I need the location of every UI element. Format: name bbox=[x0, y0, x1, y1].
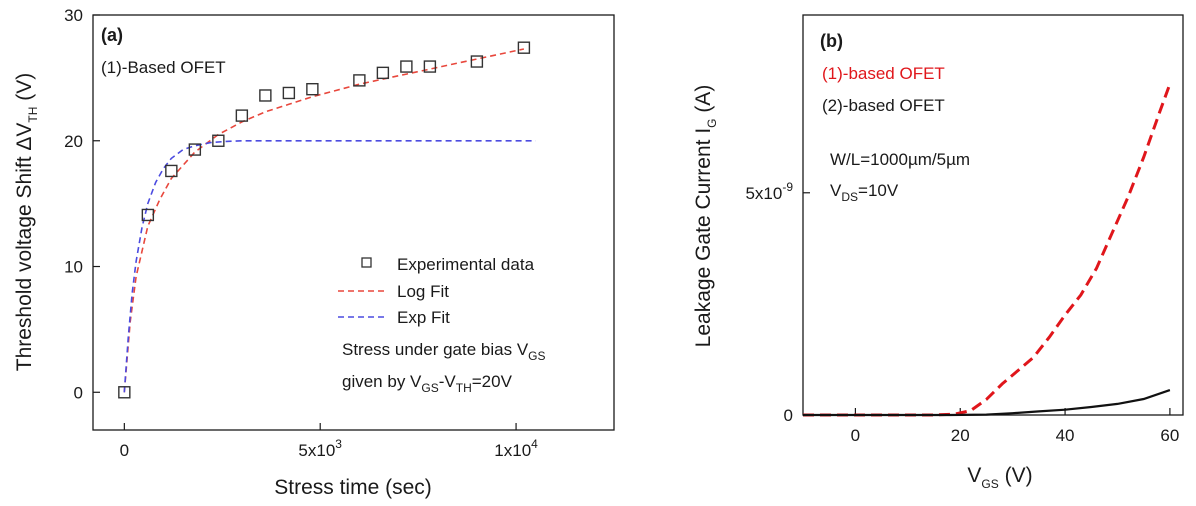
panel-a-label: (a) bbox=[101, 25, 123, 45]
panel-a-point-experimental-data bbox=[118, 386, 131, 399]
legend-label-exp-fit: Exp Fit bbox=[397, 308, 450, 327]
panel-b-y-tick-label: 5x10-9 bbox=[745, 180, 793, 203]
panel-a-point-experimental-data bbox=[470, 55, 484, 68]
panel-a-x-tick-label: 1x104 bbox=[494, 437, 538, 460]
panel-b: 0 20 40 60 0 5x10-9 (b) (1)-based OFET (2)-ba… bbox=[692, 14, 1184, 491]
panel-a-point-experimental-data bbox=[353, 74, 366, 87]
panel-a-point-experimental-data bbox=[517, 41, 531, 54]
panel-a-ticks: 0 5x103 1x104 0 10 20 30 bbox=[64, 6, 538, 460]
panel-b-x-axis-label: VGS (V) bbox=[967, 464, 1032, 491]
panel-a-point-experimental-data bbox=[423, 60, 437, 73]
panel-a-series bbox=[118, 41, 536, 399]
panel-a-point-experimental-data bbox=[376, 66, 390, 80]
legend-label-experimental: Experimental data bbox=[397, 255, 535, 274]
panel-a-y-tick-label: 0 bbox=[74, 383, 83, 402]
panel-a-series-exp-fit bbox=[123, 140, 536, 393]
panel-b-series-2-based-ofet bbox=[803, 389, 1171, 417]
panel-b-annotation-vds: VDS=10V bbox=[830, 181, 899, 204]
panel-a-point-experimental-data bbox=[235, 109, 249, 122]
panel-b-series-1-based-ofet bbox=[803, 83, 1172, 417]
panel-a-y-tick-label: 10 bbox=[64, 258, 83, 277]
panel-b-label: (b) bbox=[820, 31, 843, 51]
panel-b-x-tick-label: 20 bbox=[951, 426, 970, 445]
panel-a-plot-frame bbox=[92, 14, 615, 431]
panel-b-x-tick-label: 60 bbox=[1160, 426, 1179, 445]
panel-a-x-tick-label: 5x103 bbox=[298, 437, 342, 460]
panel-b-x-tick-label: 40 bbox=[1056, 426, 1075, 445]
panel-a-point-experimental-data bbox=[400, 60, 413, 73]
panel-a-x-axis-label: Stress time (sec) bbox=[274, 476, 432, 499]
panel-a-y-tick-label: 30 bbox=[64, 6, 83, 25]
panel-a-point-experimental-data bbox=[282, 86, 296, 100]
panel-b-y-tick-label: 0 bbox=[784, 406, 793, 425]
panel-a-title: (1)-Based OFET bbox=[101, 58, 226, 77]
panel-b-x-tick-label: 0 bbox=[851, 426, 860, 445]
panel-a-series-log-fit bbox=[123, 48, 525, 393]
panel-a-point-experimental-data bbox=[212, 134, 225, 147]
panel-b-ticks: 0 20 40 60 0 5x10-9 bbox=[745, 180, 1179, 445]
panel-b-annotation-wl: W/L=1000µm/5µm bbox=[830, 150, 970, 169]
panel-a-x-tick-label: 0 bbox=[120, 441, 129, 460]
panel-a-point-experimental-data bbox=[188, 143, 202, 156]
panel-a-y-axis-label: Threshold voltage Shift ΔVTH (V) bbox=[13, 73, 40, 372]
panel-a-point-experimental-data bbox=[141, 208, 155, 222]
panel-a-point-experimental-data bbox=[259, 89, 272, 102]
panel-b-legend-series-1: (1)-based OFET bbox=[822, 64, 945, 83]
panel-a-annotation-condition: given by VGS-VTH=20V bbox=[342, 372, 513, 395]
panel-a-point-experimental-data bbox=[165, 164, 178, 178]
panel-a-legend: Experimental data Log Fit Exp Fit bbox=[338, 255, 535, 327]
panel-b-legend-series-2: (2)-based OFET bbox=[822, 96, 945, 115]
panel-a-point-experimental-data bbox=[306, 82, 319, 96]
legend-label-log-fit: Log Fit bbox=[397, 282, 449, 301]
panel-b-y-axis-label: Leakage Gate Current IG (A) bbox=[692, 85, 719, 348]
panel-a: 0 5x103 1x104 0 10 20 30 (a) (1)-Based OFET Ex… bbox=[13, 6, 615, 499]
legend-marker-experimental bbox=[361, 257, 372, 268]
panel-b-series bbox=[803, 83, 1172, 417]
panel-a-annotation-stress: Stress under gate bias VGS bbox=[342, 340, 546, 363]
panel-a-y-tick-label: 20 bbox=[64, 132, 83, 151]
